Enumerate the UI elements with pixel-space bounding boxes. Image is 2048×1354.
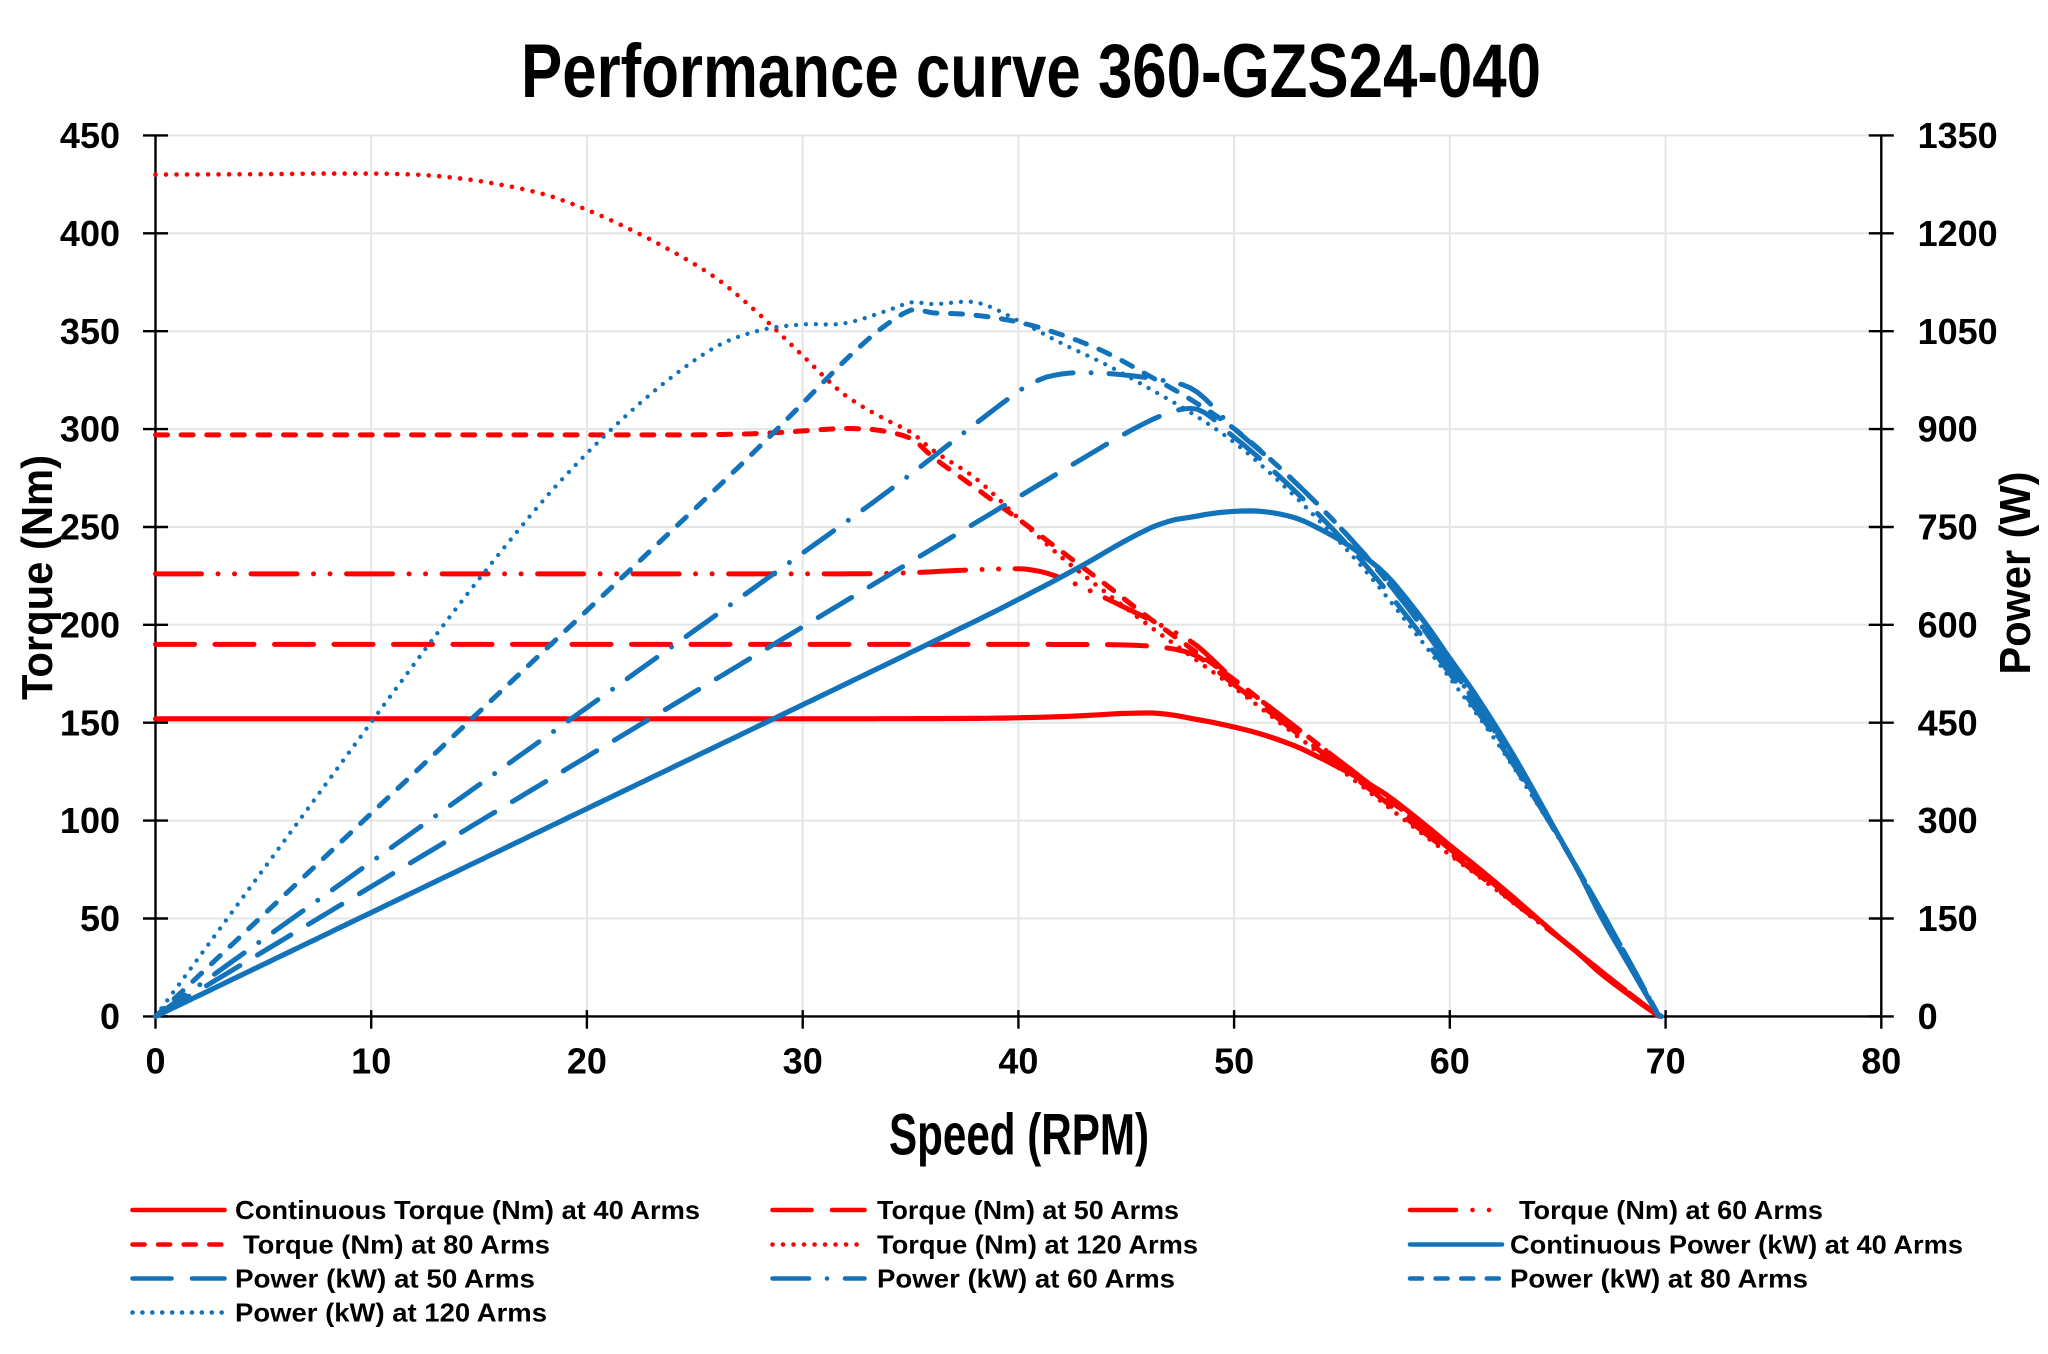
svg-text:30: 30 [783,1041,823,1082]
svg-text:450: 450 [60,115,120,156]
svg-text:350: 350 [60,311,120,352]
svg-text:0: 0 [100,996,120,1037]
svg-text:1050: 1050 [1918,311,1998,352]
svg-text:750: 750 [1918,507,1978,548]
svg-text:70: 70 [1646,1041,1686,1082]
svg-text:900: 900 [1918,409,1978,450]
svg-text:Speed (RPM): Speed (RPM) [889,1103,1149,1168]
svg-text:200: 200 [60,604,120,645]
svg-text:Power (W): Power (W) [1991,472,2040,675]
svg-text:1350: 1350 [1918,115,1998,156]
svg-text:450: 450 [1918,702,1978,743]
svg-text:50: 50 [80,898,120,939]
svg-text:300: 300 [1918,800,1978,841]
svg-text:400: 400 [60,213,120,254]
svg-text:Power (kW) at 80 Arms: Power (kW) at 80 Arms [1510,1264,1808,1294]
svg-text:Torque (Nm) at 80 Arms: Torque (Nm) at 80 Arms [243,1230,550,1260]
svg-text:80: 80 [1861,1041,1901,1082]
svg-text:50: 50 [1214,1041,1254,1082]
svg-text:Torque (Nm) at 50 Arms: Torque (Nm) at 50 Arms [877,1195,1179,1225]
svg-text:Torque (Nm) at 120 Arms: Torque (Nm) at 120 Arms [877,1230,1198,1260]
svg-text:Torque (Nm): Torque (Nm) [13,455,62,700]
svg-text:0: 0 [145,1041,165,1082]
svg-text:250: 250 [60,507,120,548]
svg-text:Power (kW) at 60 Arms: Power (kW) at 60 Arms [877,1264,1175,1294]
svg-text:1200: 1200 [1918,213,1998,254]
svg-text:0: 0 [1918,996,1938,1037]
svg-text:600: 600 [1918,604,1978,645]
svg-text:10: 10 [351,1041,391,1082]
svg-text:Power (kW) at 120 Arms: Power (kW) at 120 Arms [235,1298,547,1328]
svg-text:20: 20 [567,1041,607,1082]
svg-text:100: 100 [60,800,120,841]
svg-text:60: 60 [1430,1041,1470,1082]
svg-text:Torque (Nm) at 60 Arms: Torque (Nm) at 60 Arms [1519,1195,1823,1225]
svg-text:Power (kW) at 50 Arms: Power (kW) at 50 Arms [235,1264,535,1294]
svg-text:300: 300 [60,409,120,450]
svg-text:150: 150 [1918,898,1978,939]
svg-text:150: 150 [60,702,120,743]
svg-text:Continuous Torque (Nm) at 40 A: Continuous Torque (Nm) at 40 Arms [235,1195,700,1225]
svg-text:Performance curve 360-GZS24-04: Performance curve 360-GZS24-040 [521,29,1541,114]
svg-text:Continuous Power (kW) at 40 Ar: Continuous Power (kW) at 40 Arms [1510,1230,1963,1260]
svg-text:40: 40 [998,1041,1038,1082]
